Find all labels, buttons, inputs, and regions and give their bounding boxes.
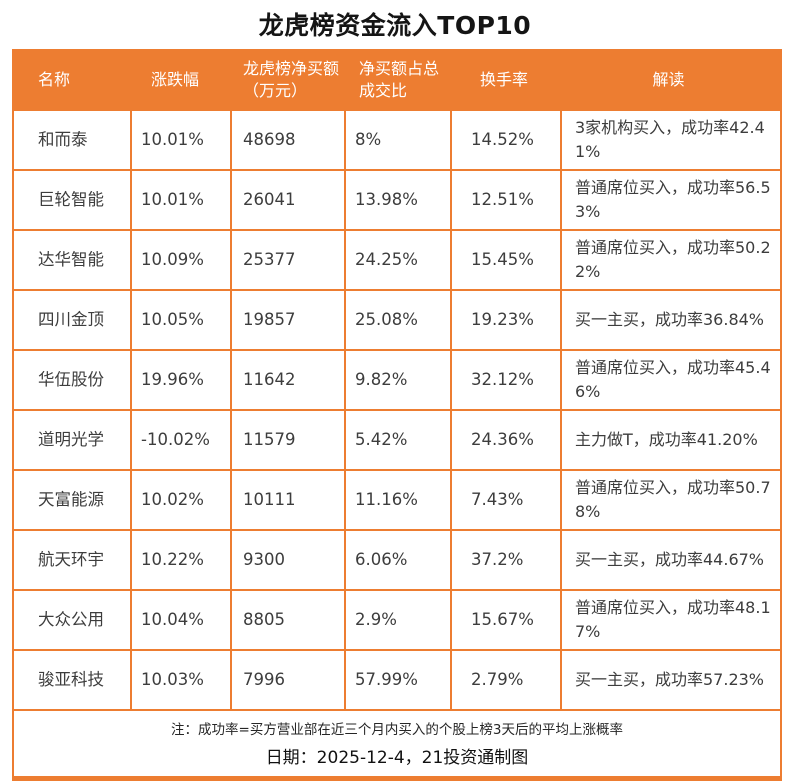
interpretation-cell: 普通席位买入，成功率50.78% [560, 469, 782, 531]
net-buy-share-cell: 9.82% [344, 349, 452, 411]
change-pct-cell: 10.01% [130, 109, 232, 171]
change-pct-cell: 10.22% [130, 529, 232, 591]
stock-name-cell: 大众公用 [12, 589, 132, 651]
net-buy-cell: 19857 [230, 289, 346, 351]
net-buy-share-cell: 8% [344, 109, 452, 171]
turnover-cell: 7.43% [450, 469, 562, 531]
header-net-buy: 龙虎榜净买额（万元） [231, 50, 345, 110]
header-change-pct: 涨跌幅 [131, 50, 231, 110]
table-row: 道明光学 -10.02% 11579 5.42% 24.36% 主力做T，成功率… [12, 409, 782, 471]
change-pct-cell: 10.02% [130, 469, 232, 531]
table-row: 巨轮智能 10.01% 26041 13.98% 12.51% 普通席位买入，成… [12, 169, 782, 231]
stock-name-cell: 华伍股份 [12, 349, 132, 411]
net-buy-cell: 25377 [230, 229, 346, 291]
footnote: 注：成功率=买方营业部在近三个月内买入的个股上榜3天后的平均上涨概率 [171, 722, 623, 738]
interpretation-cell: 普通席位买入，成功率56.53% [560, 169, 782, 231]
net-buy-share-cell: 13.98% [344, 169, 452, 231]
net-buy-share-cell: 2.9% [344, 589, 452, 651]
net-buy-share-cell: 11.16% [344, 469, 452, 531]
table-row: 华伍股份 19.96% 11642 9.82% 32.12% 普通席位买入，成功… [12, 349, 782, 411]
turnover-cell: 24.36% [450, 409, 562, 471]
table-header: 名称 涨跌幅 龙虎榜净买额（万元） 净买额占总成交比 换手率 解读 [13, 50, 781, 110]
stock-name-cell: 骏亚科技 [12, 649, 132, 711]
footer-cell: 注：成功率=买方营业部在近三个月内买入的个股上榜3天后的平均上涨概率 日期：20… [12, 709, 782, 780]
net-buy-cell: 7996 [230, 649, 346, 711]
net-buy-share-cell: 24.25% [344, 229, 452, 291]
footer-row: 注：成功率=买方营业部在近三个月内买入的个股上榜3天后的平均上涨概率 日期：20… [12, 709, 782, 780]
interpretation-cell: 买一主买，成功率57.23% [560, 649, 782, 711]
table-row: 四川金顶 10.05% 19857 25.08% 19.23% 买一主买，成功率… [12, 289, 782, 351]
change-pct-cell: 10.09% [130, 229, 232, 291]
turnover-cell: 14.52% [450, 109, 562, 171]
header-row: 名称 涨跌幅 龙虎榜净买额（万元） 净买额占总成交比 换手率 解读 [13, 50, 781, 110]
change-pct-cell: 10.04% [130, 589, 232, 651]
turnover-cell: 12.51% [450, 169, 562, 231]
interpretation-cell: 普通席位买入，成功率48.17% [560, 589, 782, 651]
page-title: 龙虎榜资金流入TOP10 [258, 11, 532, 40]
net-buy-cell: 10111 [230, 469, 346, 531]
change-pct-cell: 10.03% [130, 649, 232, 711]
table-footer: 注：成功率=买方营业部在近三个月内买入的个股上榜3天后的平均上涨概率 日期：20… [12, 709, 782, 780]
stock-name-cell: 达华智能 [12, 229, 132, 291]
net-buy-cell: 9300 [230, 529, 346, 591]
net-buy-cell: 11642 [230, 349, 346, 411]
header-net-buy-share: 净买额占总成交比 [345, 50, 451, 110]
table-row: 和而泰 10.01% 48698 8% 14.52% 3家机构买入，成功率42.… [12, 109, 782, 171]
stock-name-cell: 道明光学 [12, 409, 132, 471]
table-row: 天富能源 10.02% 10111 11.16% 7.43% 普通席位买入，成功… [12, 469, 782, 531]
table-row: 达华智能 10.09% 25377 24.25% 15.45% 普通席位买入，成… [12, 229, 782, 291]
stock-name-cell: 巨轮智能 [12, 169, 132, 231]
net-buy-share-cell: 5.42% [344, 409, 452, 471]
interpretation-cell: 买一主买，成功率36.84% [560, 289, 782, 351]
change-pct-cell: 10.01% [130, 169, 232, 231]
turnover-cell: 2.79% [450, 649, 562, 711]
change-pct-cell: 10.05% [130, 289, 232, 351]
top10-table: 名称 涨跌幅 龙虎榜净买额（万元） 净买额占总成交比 换手率 解读 和而泰 10… [12, 49, 782, 781]
turnover-cell: 15.45% [450, 229, 562, 291]
interpretation-cell: 普通席位买入，成功率45.46% [560, 349, 782, 411]
interpretation-cell: 买一主买，成功率44.67% [560, 529, 782, 591]
table-row: 航天环宇 10.22% 9300 6.06% 37.2% 买一主买，成功率44.… [12, 529, 782, 591]
net-buy-share-cell: 6.06% [344, 529, 452, 591]
change-pct-cell: 19.96% [130, 349, 232, 411]
interpretation-cell: 3家机构买入，成功率42.41% [560, 109, 782, 171]
table-row: 骏亚科技 10.03% 7996 57.99% 2.79% 买一主买，成功率57… [12, 649, 782, 711]
header-name: 名称 [13, 50, 131, 110]
date-source-line: 日期：2025-12-4，21投资通制图 [265, 748, 529, 768]
turnover-cell: 37.2% [450, 529, 562, 591]
net-buy-cell: 8805 [230, 589, 346, 651]
stock-name-cell: 和而泰 [12, 109, 132, 171]
table-body: 和而泰 10.01% 48698 8% 14.52% 3家机构买入，成功率42.… [12, 109, 782, 711]
table-row: 大众公用 10.04% 8805 2.9% 15.67% 普通席位买入，成功率4… [12, 589, 782, 651]
turnover-cell: 15.67% [450, 589, 562, 651]
net-buy-share-cell: 57.99% [344, 649, 452, 711]
interpretation-cell: 普通席位买入，成功率50.22% [560, 229, 782, 291]
net-buy-cell: 48698 [230, 109, 346, 171]
stock-name-cell: 航天环宇 [12, 529, 132, 591]
turnover-cell: 19.23% [450, 289, 562, 351]
net-buy-share-cell: 25.08% [344, 289, 452, 351]
change-pct-cell: -10.02% [130, 409, 232, 471]
turnover-cell: 32.12% [450, 349, 562, 411]
header-turnover: 换手率 [451, 50, 561, 110]
header-interpretation: 解读 [561, 50, 781, 110]
stock-name-cell: 天富能源 [12, 469, 132, 531]
net-buy-cell: 26041 [230, 169, 346, 231]
stock-name-cell: 四川金顶 [12, 289, 132, 351]
interpretation-cell: 主力做T，成功率41.20% [560, 409, 782, 471]
net-buy-cell: 11579 [230, 409, 346, 471]
